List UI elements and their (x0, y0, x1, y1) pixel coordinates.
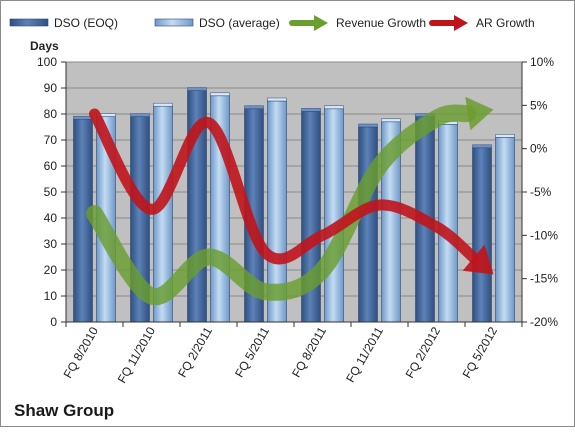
legend-swatch (154, 18, 194, 27)
legend-item: DSO (EOQ) (9, 16, 118, 30)
legend-arrow-icon (454, 15, 468, 31)
y-tick-label: 70 (44, 133, 58, 147)
bar-top (267, 97, 287, 102)
y2-tick-label: 5% (530, 98, 548, 112)
bar-top (73, 115, 93, 120)
chart-title: Shaw Group (14, 401, 114, 420)
bar-dso-average (324, 108, 344, 323)
ar-growth-line (89, 108, 480, 265)
y2-tick-label: -5% (530, 185, 552, 199)
y-tick-label: 100 (37, 55, 57, 69)
legend-item: DSO (average) (154, 16, 280, 30)
bar-top (358, 123, 378, 128)
y-tick-label: 90 (44, 81, 58, 95)
y-tick-label: 10 (44, 289, 58, 303)
bar-top (324, 105, 344, 110)
y2-tick-label: -15% (530, 272, 558, 286)
y-tick-label: 30 (44, 237, 58, 251)
legend-label: Revenue Growth (336, 16, 426, 30)
bar-top (381, 118, 401, 123)
bar-top (210, 92, 230, 97)
legend-label: DSO (EOQ) (54, 16, 118, 30)
y2-tick-label: -10% (530, 228, 558, 242)
bar-top (301, 108, 321, 112)
legend-label: DSO (average) (199, 16, 280, 30)
bar-dso-eoq (358, 126, 378, 323)
y-tick-label: 80 (44, 107, 58, 121)
y-axis-title: Days (30, 39, 59, 53)
y-tick-label: 50 (44, 185, 58, 199)
y-tick-label: 60 (44, 159, 58, 173)
bar-dso-average (495, 137, 515, 323)
legend-item: AR Growth (429, 15, 535, 31)
bar-top (244, 105, 264, 110)
y2-tick-label: 0% (530, 142, 548, 156)
bar-top (187, 87, 207, 91)
bar-top (130, 113, 150, 117)
bar-top (472, 144, 492, 149)
legend-label: AR Growth (476, 16, 535, 30)
bar-top (495, 134, 515, 138)
bar-dso-eoq (472, 147, 492, 323)
bar-top (153, 102, 173, 107)
legend-swatch (9, 18, 49, 27)
y-tick-label: 0 (50, 315, 57, 329)
y-tick-label: 20 (44, 263, 58, 277)
revenue-growth-arrowhead (465, 96, 494, 131)
revenue-growth-line (86, 104, 477, 306)
legend-item: Revenue Growth (289, 15, 426, 31)
ar-growth-arrowhead (462, 244, 494, 275)
y2-tick-label: 10% (530, 55, 554, 69)
y-tick-label: 40 (44, 211, 58, 225)
y2-tick-label: -20% (530, 315, 558, 329)
legend-arrow-icon (314, 15, 328, 31)
